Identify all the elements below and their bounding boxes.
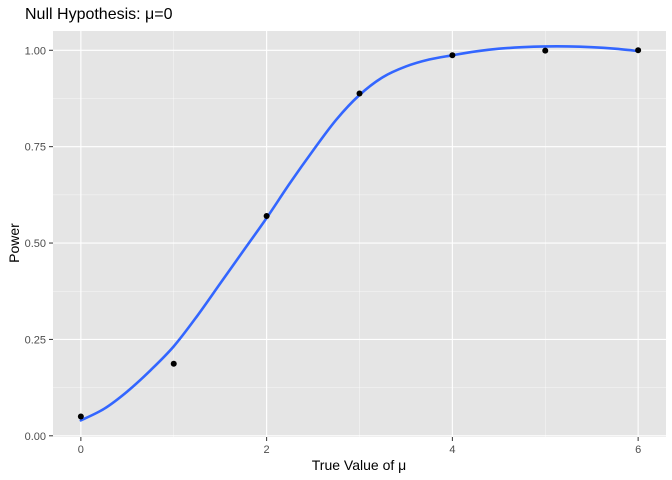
data-point — [542, 47, 549, 54]
data-point — [635, 47, 642, 54]
y-tick-label: 1.00 — [25, 45, 46, 57]
plot-panel — [53, 31, 666, 437]
y-tick-label: 0.25 — [25, 334, 46, 346]
data-point — [356, 90, 363, 97]
y-axis: 0.00 0.25 0.50 0.75 1.00 — [25, 45, 53, 443]
x-tick-label: 6 — [635, 444, 641, 456]
x-tick-label: 4 — [449, 444, 455, 456]
data-point — [77, 413, 84, 420]
x-axis: 0 2 4 6 — [78, 437, 641, 456]
y-tick-label: 0.00 — [25, 431, 46, 443]
y-tick-label: 0.50 — [25, 238, 46, 250]
data-point — [170, 360, 177, 367]
chart-title: Null Hypothesis: μ=0 — [25, 6, 173, 23]
y-tick-label: 0.75 — [25, 142, 46, 154]
y-axis-title: Power — [6, 223, 22, 263]
data-point — [263, 213, 270, 220]
x-axis-title: True Value of μ — [312, 457, 406, 473]
data-point — [449, 52, 456, 59]
x-tick-label: 2 — [264, 444, 270, 456]
x-tick-label: 0 — [78, 444, 84, 456]
